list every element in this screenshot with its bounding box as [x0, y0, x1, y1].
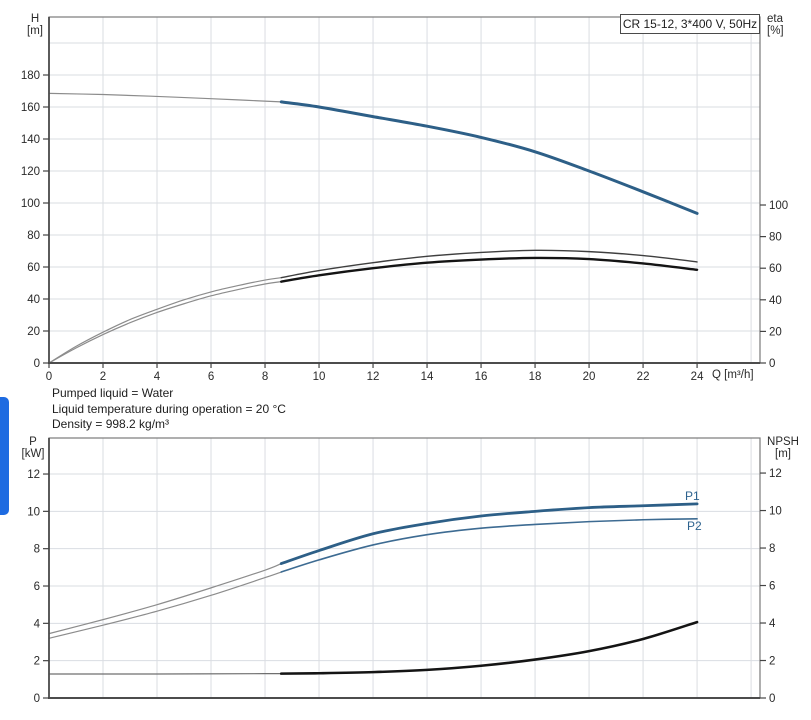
plot-border: [48, 437, 761, 699]
npsh-axis-unit: [m]: [775, 448, 791, 460]
left-axis-tick-label: 100: [21, 198, 40, 210]
x-axis-tick-label: 18: [529, 371, 542, 383]
x-axis-tick-label: 2: [100, 371, 106, 383]
npsh-curve: [279, 620, 699, 675]
x-axis-tick-label: 0: [46, 371, 52, 383]
left-axis-tick-label: 120: [21, 166, 40, 178]
h-axis-unit: [m]: [27, 25, 43, 37]
right-axis-tick-label: 0: [769, 693, 775, 705]
right-axis-tick-label: 80: [769, 232, 782, 244]
p2-curve-out-of-range: [48, 571, 282, 639]
efficiency-curve-2-out-of-range: [48, 281, 282, 364]
x-axis-tick-label: 10: [313, 371, 326, 383]
right-axis-tick-label: 100: [769, 200, 788, 212]
left-axis-tick-label: 8: [34, 544, 40, 556]
plot-border: [48, 16, 761, 364]
left-axis-tick-label: 0: [34, 693, 40, 705]
left-axis-tick-label: 4: [34, 618, 41, 630]
side-panel-tab[interactable]: [0, 397, 9, 515]
p-axis-header: P [kW]: [19, 436, 47, 460]
h-axis-symbol: H: [30, 13, 40, 25]
left-axis-tick-label: 6: [34, 581, 40, 593]
left-axis-tick-label: 160: [21, 102, 40, 114]
right-axis-tick-label: 2: [769, 656, 775, 668]
liquid-info-block: Pumped liquid = Water Liquid temperature…: [52, 386, 286, 433]
right-axis-tick-label: 12: [769, 468, 782, 480]
right-axis-tick-label: 60: [769, 263, 782, 275]
x-axis-tick-label: 20: [583, 371, 596, 383]
p2-curve-label: P2: [687, 519, 702, 533]
left-axis-tick-label: 40: [27, 294, 40, 306]
p-axis-unit: [kW]: [21, 448, 45, 460]
x-axis-tick-label: 16: [475, 371, 488, 383]
left-axis-tick-label: 12: [27, 469, 40, 481]
left-axis-tick-label: 180: [21, 70, 40, 82]
left-axis-tick-label: 80: [27, 230, 40, 242]
pump-model-badge: CR 15-12, 3*400 V, 50Hz: [620, 14, 760, 34]
x-axis-tick-label: 14: [421, 371, 434, 383]
eta-axis-unit: [%]: [767, 25, 784, 37]
x-axis-tick-label: 8: [262, 371, 268, 383]
x-axis-tick-label: 12: [367, 371, 380, 383]
pump-model-text: CR 15-12, 3*400 V, 50Hz: [622, 17, 758, 31]
npsh-axis-symbol: NPSH: [767, 436, 799, 448]
efficiency-curve-2: [280, 256, 699, 283]
x-axis-tick-label: 24: [691, 371, 704, 383]
eta-axis-symbol: eta: [767, 13, 783, 25]
npsh-axis-header: NPSH [m]: [760, 436, 806, 460]
efficiency-curve-1: [280, 249, 698, 279]
head-curve-out-of-range: [48, 92, 282, 103]
p-axis-symbol: P: [29, 436, 37, 448]
left-axis-tick-label: 20: [27, 326, 40, 338]
q-axis-unit-label: Q [m³/h]: [712, 369, 754, 381]
liquid-temperature-line: Liquid temperature during operation = 20…: [52, 401, 286, 416]
right-axis-tick-label: 10: [769, 506, 782, 518]
left-axis-tick-label: 2: [34, 656, 40, 668]
eta-axis-header: eta [%]: [767, 13, 797, 37]
right-axis-tick-label: 8: [769, 543, 775, 555]
left-axis-tick-label: 60: [27, 262, 40, 274]
right-axis-tick-label: 0: [769, 358, 775, 370]
density-line: Density = 998.2 kg/m³: [52, 417, 170, 431]
right-axis-tick-label: 4: [769, 618, 776, 630]
left-axis-tick-label: 10: [27, 506, 40, 518]
p2-curve: [280, 518, 698, 573]
x-axis-tick-label: 22: [637, 371, 650, 383]
p1-curve-out-of-range: [48, 563, 282, 635]
x-axis-tick-label: 4: [154, 371, 161, 383]
right-axis-tick-label: 40: [769, 295, 782, 307]
head-curve: [279, 100, 699, 215]
p1-curve: [279, 502, 699, 566]
efficiency-curve-1-out-of-range: [48, 277, 282, 364]
pumped-liquid-line: Pumped liquid = Water: [52, 386, 174, 400]
left-axis-tick-label: 0: [34, 358, 40, 370]
p1-curve-label: P1: [685, 489, 700, 503]
h-axis-header: H [m]: [22, 13, 48, 37]
x-axis-tick-label: 6: [208, 371, 214, 383]
left-axis-tick-label: 140: [21, 134, 40, 146]
right-axis-tick-label: 6: [769, 581, 775, 593]
right-axis-tick-label: 20: [769, 326, 782, 338]
